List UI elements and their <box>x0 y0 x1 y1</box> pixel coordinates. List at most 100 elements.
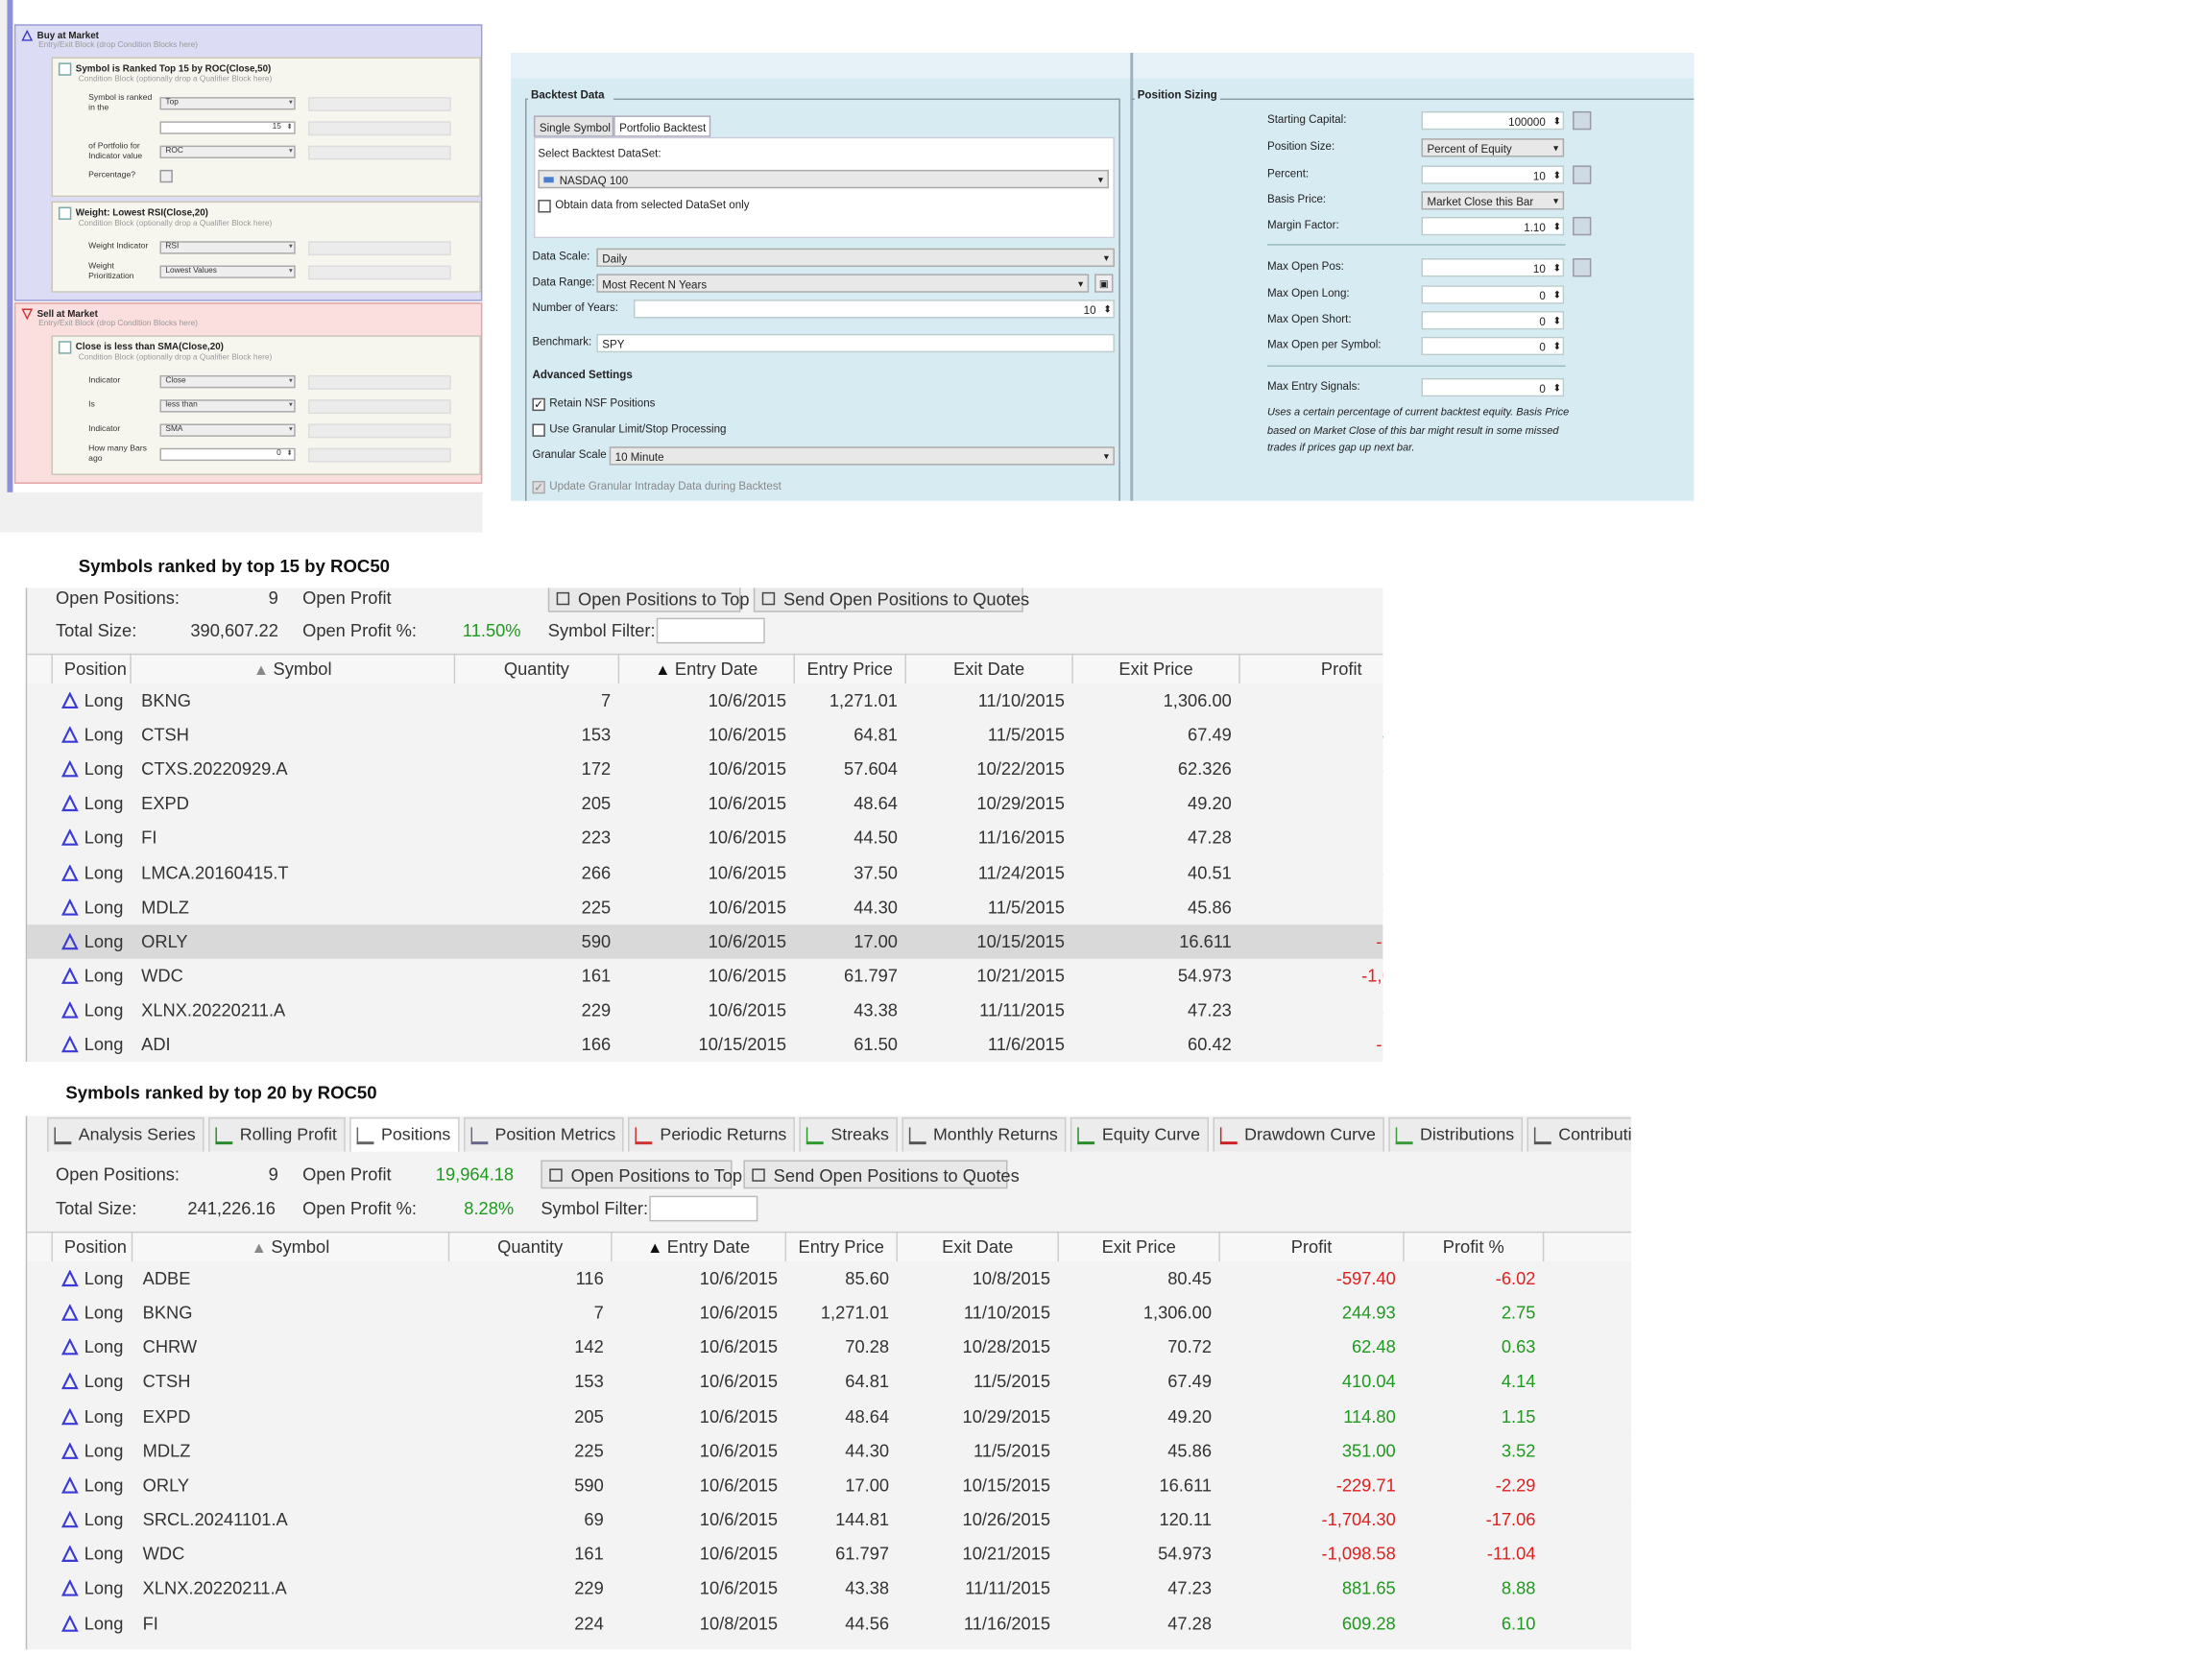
tab[interactable]: Analysis Series <box>47 1116 204 1152</box>
cell: XLNX.20220211.A <box>141 999 286 1020</box>
field-row: Weight Indicator RSI ▾ <box>53 235 479 259</box>
save-button[interactable]: ▣ <box>1094 274 1114 293</box>
dropdown[interactable]: SMA ▾ <box>159 423 296 437</box>
tab[interactable]: Drawdown Curve <box>1213 1116 1384 1152</box>
dropdown[interactable]: Top ▾ <box>159 97 296 110</box>
cell: 45.86 <box>1188 897 1232 918</box>
tab[interactable]: Portfolio Backtest <box>613 115 711 137</box>
extra-box <box>308 144 451 159</box>
position-icon <box>60 795 79 812</box>
cell: LMCA.20160415.T <box>141 862 289 883</box>
tab-icon <box>470 1126 489 1144</box>
cell: Long <box>84 1475 124 1496</box>
row-bg <box>27 786 1383 822</box>
extra-box <box>308 422 451 438</box>
dropdown[interactable]: Market Close this Bar ▾ <box>1421 190 1565 209</box>
position-icon <box>60 1614 79 1632</box>
cell: 1,306.00 <box>1142 1303 1212 1324</box>
cell: 61.797 <box>835 1544 890 1565</box>
cell: 229 <box>581 999 612 1020</box>
label: Symbol Filter: <box>541 1198 649 1219</box>
field-row: Percentage? <box>53 164 479 188</box>
tab[interactable]: Position Metrics <box>463 1116 625 1152</box>
block-title: Buy at Market <box>15 30 481 41</box>
cell: 10/6/2015 <box>699 1268 779 1289</box>
spinner[interactable]: 15 ⬍ <box>159 121 296 134</box>
tab[interactable]: Positions <box>349 1116 460 1152</box>
tab[interactable]: Single Symbol <box>533 115 614 137</box>
position-icon <box>60 1407 79 1426</box>
spinner[interactable]: 10 ⬍ <box>633 299 1115 318</box>
checkbox[interactable]: ✓ <box>532 396 545 411</box>
spinner[interactable]: 10 ⬍ <box>1421 257 1565 276</box>
tab[interactable]: Streaks <box>799 1116 898 1152</box>
button-text: Open Positions to Top <box>578 588 750 610</box>
tab[interactable]: Rolling Profit <box>208 1116 346 1152</box>
spinner[interactable]: 10 ⬍ <box>1421 164 1565 184</box>
column-header: Exit Price <box>1057 1231 1218 1263</box>
dropdown[interactable]: ROC ▾ <box>159 145 296 158</box>
checkbox[interactable] <box>538 199 551 212</box>
arrow: ▾ <box>1077 278 1084 290</box>
spinner[interactable]: 0 ⬍ <box>1421 310 1565 329</box>
tab[interactable]: Monthly Returns <box>902 1116 1067 1152</box>
column-header-text: Entry Date <box>666 1236 751 1258</box>
tab[interactable]: Equity Curve <box>1070 1116 1209 1152</box>
label: Max Open Short: <box>1266 312 1352 325</box>
cell: 172 <box>581 759 612 780</box>
checkbox[interactable] <box>159 169 173 183</box>
spinner[interactable]: 1.10 ⬍ <box>1421 216 1565 235</box>
condition-subtitle: Condition Block (optionally drop a Quali… <box>78 353 273 363</box>
dropdown[interactable]: Daily ▾ <box>596 247 1115 267</box>
cell: 11/10/2015 <box>977 690 1065 711</box>
tab-text: Monthly Returns <box>932 1124 1058 1145</box>
button[interactable]: Send Open Positions to Quotes <box>753 588 1029 612</box>
dropdown[interactable]: less than ▾ <box>159 399 296 413</box>
copy-button[interactable] <box>1573 257 1592 276</box>
spinner[interactable]: 0 ⬍ <box>1421 336 1565 355</box>
cell: CTSH <box>142 1372 191 1392</box>
copy-button[interactable] <box>1573 110 1592 130</box>
cell: Long <box>84 828 124 849</box>
textbox[interactable]: SPY <box>596 333 1115 352</box>
checkbox[interactable] <box>532 422 545 437</box>
cell: 70.28 <box>845 1337 890 1358</box>
dropdown[interactable]: Percent of Equity ▾ <box>1421 137 1565 156</box>
tab[interactable]: Periodic Returns <box>628 1116 796 1152</box>
filter-input[interactable] <box>656 617 765 644</box>
tab[interactable]: Distributions <box>1388 1116 1524 1152</box>
dropdown[interactable]: NASDAQ 100 ▾ <box>538 169 1109 188</box>
position-icon <box>60 1546 79 1563</box>
cell: 48.64 <box>854 793 898 814</box>
cell: 43.38 <box>845 1578 890 1599</box>
cell: XLNX.20220211.A <box>142 1578 287 1599</box>
spinner[interactable]: 0 ⬍ <box>1421 284 1565 303</box>
dropdown[interactable]: Most Recent N Years ▾ <box>596 273 1090 292</box>
dropdown[interactable]: RSI ▾ <box>159 241 296 254</box>
spinner[interactable]: 0 ⬍ <box>1421 377 1565 396</box>
spinner[interactable]: 0 ⬍ <box>159 447 296 462</box>
button[interactable]: Send Open Positions to Quotes <box>743 1160 1020 1189</box>
condition-icon <box>58 62 72 76</box>
button[interactable]: Open Positions to Top <box>541 1160 742 1189</box>
dropdown[interactable]: Lowest Values ▾ <box>159 265 296 278</box>
checkbox[interactable]: ✓ <box>532 480 545 493</box>
cell: BKNG <box>141 690 191 711</box>
cell: 10/6/2015 <box>708 999 787 1020</box>
section-title: Advanced Settings <box>532 368 633 381</box>
copy-button[interactable] <box>1573 216 1592 235</box>
filter-input[interactable] <box>649 1195 758 1222</box>
column-header-text: Profit <box>1320 659 1362 680</box>
cell: 10/15/2015 <box>962 1475 1051 1496</box>
tab[interactable]: Contribution <box>1527 1116 1632 1152</box>
button[interactable]: Open Positions to Top <box>547 588 750 612</box>
dropdown[interactable]: 10 Minute ▾ <box>609 445 1115 465</box>
field-value: Close <box>165 376 186 386</box>
row-bg <box>27 1364 1632 1400</box>
copy-button[interactable] <box>1573 164 1592 184</box>
value: 390,607.22 <box>190 620 278 641</box>
dropdown[interactable]: Close ▾ <box>159 374 296 389</box>
spinner[interactable]: 100000 ⬍ <box>1421 110 1565 130</box>
spin: ⬍ <box>1552 116 1562 127</box>
value: 241,226.16 <box>187 1198 276 1219</box>
